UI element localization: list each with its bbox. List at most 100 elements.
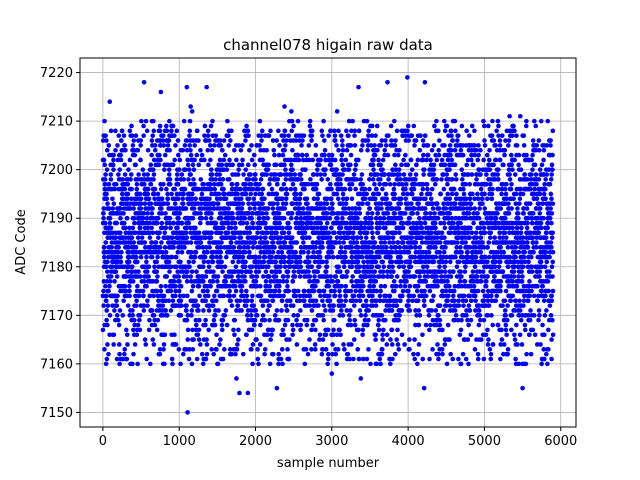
data-point [290,322,295,328]
data-point [313,245,318,250]
data-point [174,177,180,182]
data-point [161,347,166,352]
data-point [160,133,166,138]
data-point [240,351,246,357]
data-point [134,181,140,187]
data-point [158,157,163,163]
data-point [341,264,347,270]
data-point [333,351,339,357]
data-point [298,215,304,221]
data-point [439,347,445,352]
data-point [295,288,301,294]
data-point [293,191,299,197]
data-point [193,225,198,231]
data-point [360,279,365,284]
data-point [459,317,464,323]
data-point [219,259,224,265]
data-point [127,206,133,211]
data-point [211,317,217,323]
data-point [315,279,320,284]
data-point [423,293,429,299]
data-point [436,128,441,134]
data-point [452,283,458,289]
data-point [413,240,419,245]
data-point [249,215,254,221]
data-point [260,186,266,192]
data-point [161,143,167,148]
data-point [168,308,174,313]
data-point [216,162,221,168]
data-point [172,186,178,192]
data-point [252,317,258,323]
data-point [309,327,314,333]
data-point [441,186,447,192]
data-point [329,196,334,202]
data-point [301,157,306,163]
data-point [248,308,254,313]
data-point [425,274,431,279]
data-point [351,283,356,289]
data-point [239,206,245,211]
data-point [276,351,282,357]
data-point [175,269,180,274]
data-point [288,172,294,177]
data-point [231,245,237,250]
data-point [480,201,485,206]
data-point [397,245,403,250]
data-point [177,157,183,163]
data-point [445,191,451,197]
data-point [199,215,205,221]
data-point [166,172,172,177]
data-point [257,283,263,289]
data-point [157,230,162,236]
data-point [297,274,303,279]
data-point [392,288,397,294]
data-point [136,293,142,299]
data-point [249,157,255,163]
data-point [430,298,435,304]
data-point [335,279,341,284]
data-point [307,279,313,284]
data-point [323,167,328,172]
data-point [152,147,158,153]
data-point [426,249,432,255]
data-point [379,313,385,318]
data-point [191,167,197,172]
data-point [409,167,415,172]
data-point [127,157,133,163]
data-point [170,361,175,367]
data-point [263,269,269,274]
data-point [259,191,265,197]
data-point [361,283,366,289]
data-point [184,308,189,313]
data-point [198,211,203,216]
data-points [100,75,556,415]
data-point [345,351,351,357]
data-point [101,157,107,163]
data-point [183,167,188,172]
data-point [289,245,294,250]
data-point [258,235,264,240]
data-point [127,283,132,289]
data-point [334,235,340,240]
data-point [324,220,330,226]
data-point [345,269,350,274]
data-point [289,162,294,168]
data-point [138,254,144,260]
data-point [116,342,122,347]
data-point [433,245,438,250]
data-point [233,225,238,231]
data-point [444,172,450,177]
data-point [169,128,174,134]
data-point [238,196,244,202]
data-point [342,347,347,352]
data-point [217,342,222,347]
data-point [242,215,248,221]
data-point [182,143,188,148]
data-point [371,191,377,197]
data-point [249,327,255,333]
data-point [280,327,286,333]
data-point [191,177,196,182]
data-point [464,313,469,318]
data-point [365,211,371,216]
